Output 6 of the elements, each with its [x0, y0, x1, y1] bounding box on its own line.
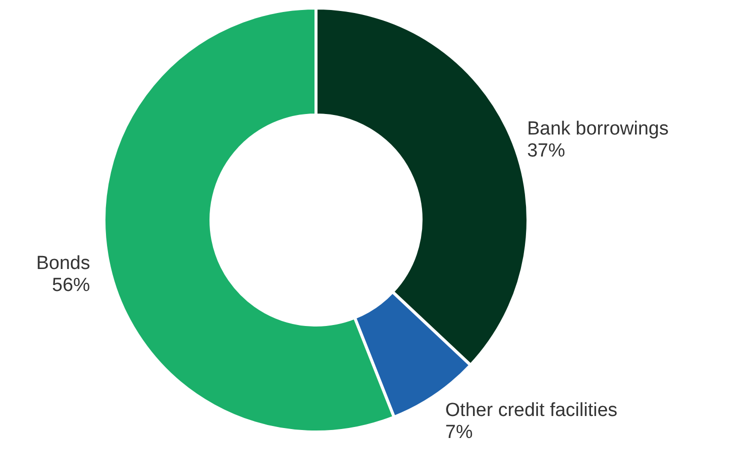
slice-label: Bonds [36, 253, 90, 274]
slice-label: Bank borrowings [527, 118, 669, 140]
data-label: 56% [52, 275, 90, 296]
data-label: 37% [527, 140, 566, 162]
slice-label: Other credit facilities [445, 400, 618, 422]
data-label: 7% [445, 422, 473, 444]
